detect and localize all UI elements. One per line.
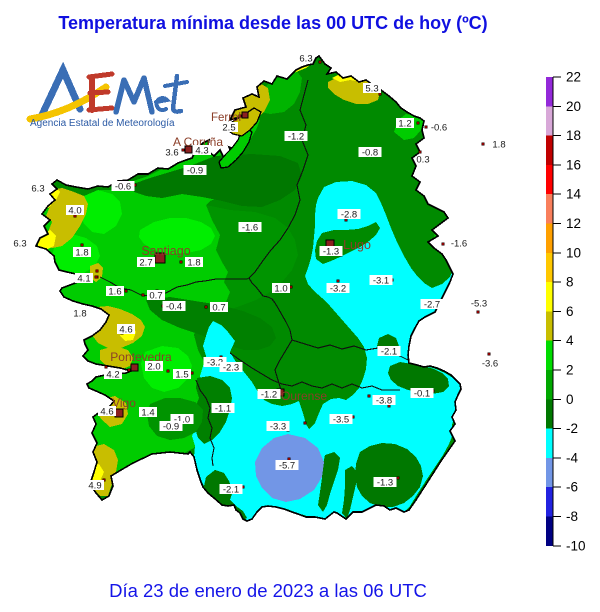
svg-text:0.7: 0.7 xyxy=(149,290,162,301)
svg-text:1.8: 1.8 xyxy=(75,247,88,258)
svg-text:-3.6: -3.6 xyxy=(482,358,498,369)
svg-text:4.6: 4.6 xyxy=(100,406,113,417)
svg-text:-2.7: -2.7 xyxy=(424,299,440,310)
svg-text:-1.2: -1.2 xyxy=(261,389,277,400)
svg-text:-5.7: -5.7 xyxy=(279,460,295,471)
svg-text:4.0: 4.0 xyxy=(68,205,81,216)
svg-text:12: 12 xyxy=(566,216,581,231)
svg-text:1.8: 1.8 xyxy=(73,308,86,319)
svg-text:5.3: 5.3 xyxy=(365,83,378,94)
svg-text:1.0: 1.0 xyxy=(274,283,287,294)
svg-text:-3.1: -3.1 xyxy=(373,275,389,286)
svg-text:-1.0: -1.0 xyxy=(174,414,190,425)
svg-text:-8: -8 xyxy=(566,509,578,524)
svg-text:-1.2: -1.2 xyxy=(288,131,304,142)
svg-text:-0.4: -0.4 xyxy=(166,301,182,312)
svg-text:0: 0 xyxy=(566,392,574,407)
svg-text:20: 20 xyxy=(566,99,581,114)
svg-text:-4: -4 xyxy=(566,450,578,465)
svg-text:3.6: 3.6 xyxy=(165,147,178,158)
svg-text:22: 22 xyxy=(566,70,581,85)
svg-text:18: 18 xyxy=(566,128,581,143)
svg-text:-1.3: -1.3 xyxy=(323,246,339,257)
svg-text:4.3: 4.3 xyxy=(195,145,208,156)
svg-text:-0.9: -0.9 xyxy=(187,165,203,176)
svg-text:6.3: 6.3 xyxy=(31,183,44,194)
svg-text:-3.5: -3.5 xyxy=(333,414,349,425)
svg-text:1.8: 1.8 xyxy=(492,139,505,150)
svg-text:0.7: 0.7 xyxy=(212,302,225,313)
svg-text:4.2: 4.2 xyxy=(106,369,119,380)
svg-text:2.0: 2.0 xyxy=(147,361,160,372)
svg-text:-6: -6 xyxy=(566,480,578,495)
svg-text:6.3: 6.3 xyxy=(299,53,312,64)
svg-text:2: 2 xyxy=(566,363,574,378)
svg-text:Vigo: Vigo xyxy=(112,396,136,410)
svg-text:-0.8: -0.8 xyxy=(362,147,378,158)
svg-text:-2.1: -2.1 xyxy=(381,346,397,357)
svg-text:Ourense: Ourense xyxy=(281,389,327,403)
svg-text:4.1: 4.1 xyxy=(77,273,90,284)
svg-text:4.6: 4.6 xyxy=(119,324,132,335)
svg-text:-0.1: -0.1 xyxy=(414,388,430,399)
svg-text:Día 23 de enero de 2023 a las: Día 23 de enero de 2023 a las 06 UTC xyxy=(109,580,427,601)
svg-text:-10: -10 xyxy=(566,538,586,553)
svg-text:16: 16 xyxy=(566,157,581,172)
svg-text:-1.1: -1.1 xyxy=(215,403,231,414)
svg-text:Lugo: Lugo xyxy=(343,238,371,252)
svg-text:-2.8: -2.8 xyxy=(341,209,357,220)
svg-text:1.6: 1.6 xyxy=(108,286,121,297)
svg-text:-1.3: -1.3 xyxy=(377,477,393,488)
svg-text:2.7: 2.7 xyxy=(139,257,152,268)
svg-text:-1.6: -1.6 xyxy=(451,238,467,249)
svg-text:-5.3: -5.3 xyxy=(471,298,487,309)
svg-text:-0.9: -0.9 xyxy=(163,421,179,432)
svg-text:Santiago: Santiago xyxy=(141,244,190,258)
svg-text:14: 14 xyxy=(566,187,582,202)
svg-text:-3.2: -3.2 xyxy=(330,283,346,294)
svg-text:Pontevedra: Pontevedra xyxy=(110,350,172,364)
svg-text:6: 6 xyxy=(566,304,574,319)
svg-text:0.3: 0.3 xyxy=(416,154,429,165)
svg-text:6.3: 6.3 xyxy=(13,238,26,249)
svg-text:2.5: 2.5 xyxy=(222,122,235,133)
svg-text:-3.2: -3.2 xyxy=(207,357,223,368)
svg-text:10: 10 xyxy=(566,245,581,260)
svg-text:Temperatura mínima desde las 0: Temperatura mínima desde las 00 UTC de h… xyxy=(58,13,487,33)
svg-text:1.4: 1.4 xyxy=(141,407,154,418)
svg-text:-2.1: -2.1 xyxy=(223,484,239,495)
svg-text:8: 8 xyxy=(566,275,574,290)
svg-text:Ferrol: Ferrol xyxy=(211,112,241,124)
svg-text:-0.6: -0.6 xyxy=(431,122,447,133)
svg-text:1.2: 1.2 xyxy=(398,118,411,129)
svg-text:-2: -2 xyxy=(566,421,578,436)
svg-text:-3.8: -3.8 xyxy=(376,395,392,406)
svg-text:-0.6: -0.6 xyxy=(115,181,131,192)
svg-text:Agencia Estatal de Meteorologí: Agencia Estatal de Meteorología xyxy=(30,118,175,129)
svg-text:1.8: 1.8 xyxy=(187,257,200,268)
svg-text:-1.6: -1.6 xyxy=(242,222,258,233)
svg-text:-3.3: -3.3 xyxy=(270,421,286,432)
svg-text:-2.3: -2.3 xyxy=(223,362,239,373)
svg-text:4.9: 4.9 xyxy=(88,480,101,491)
svg-text:1.5: 1.5 xyxy=(175,369,188,380)
svg-text:4: 4 xyxy=(566,333,574,348)
